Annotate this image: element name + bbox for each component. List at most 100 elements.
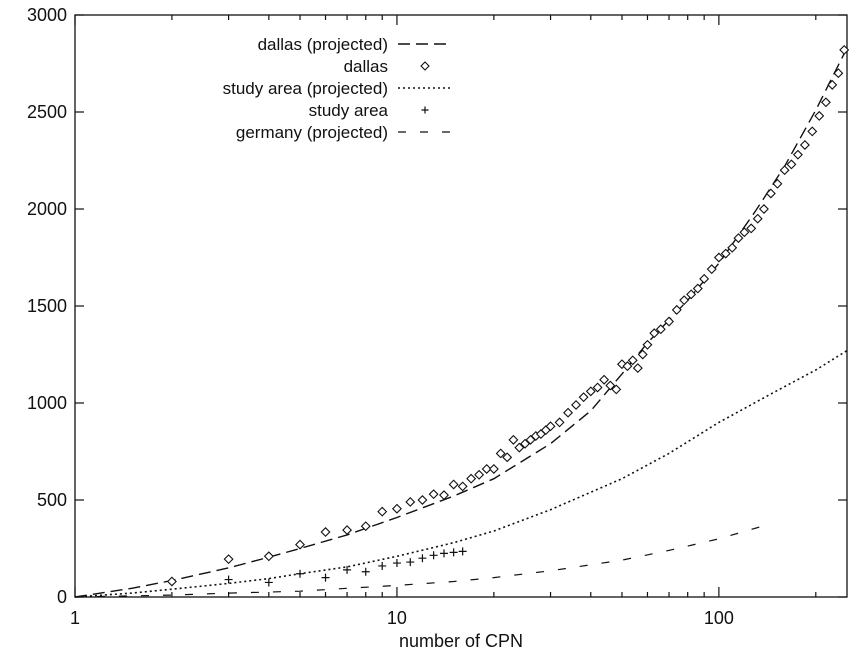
data-point-diamond [727, 242, 738, 253]
data-point-diamond [320, 527, 331, 537]
x-tick-label: 1 [70, 608, 80, 628]
data-point-diamond [488, 463, 499, 474]
data-point-diamond [739, 227, 750, 238]
data-point-diamond [592, 382, 603, 393]
data-point-diamond [649, 328, 660, 339]
data-point-diamond [520, 438, 531, 449]
series-dallas [166, 44, 849, 587]
data-point-plus [296, 569, 305, 578]
data-point-diamond [457, 481, 468, 492]
data-point-diamond [166, 576, 177, 587]
data-point-diamond [833, 68, 844, 79]
data-point-plus [406, 558, 415, 567]
data-point-diamond [605, 380, 616, 391]
data-point-diamond [611, 384, 622, 395]
series-dallas-projected- [74, 47, 848, 598]
data-point-diamond [799, 140, 810, 150]
data-point-diamond [377, 506, 388, 517]
y-tick-label: 500 [37, 490, 67, 510]
data-point-plus [264, 578, 273, 587]
data-point-diamond [699, 273, 710, 284]
series-line [74, 47, 848, 598]
y-tick-label: 1000 [27, 393, 67, 413]
data-point-diamond [765, 188, 776, 199]
series-layer [74, 44, 849, 598]
data-point-diamond [481, 463, 492, 474]
data-point-diamond [752, 213, 763, 224]
series-germany-projected- [74, 524, 767, 598]
data-point-diamond [295, 539, 306, 550]
data-point-diamond [342, 525, 353, 536]
data-point-diamond [679, 295, 690, 306]
data-point-diamond [733, 233, 744, 244]
data-point-diamond [417, 495, 428, 505]
series-line [74, 524, 767, 598]
data-point-diamond [599, 374, 610, 385]
y-tick-label: 1500 [27, 296, 67, 316]
data-point-diamond [814, 110, 825, 121]
data-point-plus [361, 567, 370, 576]
legend-label: study area (projected) [223, 79, 388, 98]
legend-sample-diamond [420, 61, 430, 71]
data-point-diamond [706, 264, 717, 275]
data-point-diamond [746, 223, 757, 234]
series-study-area [224, 547, 467, 587]
data-point-diamond [585, 386, 596, 397]
data-point-diamond [360, 521, 371, 532]
series-line [74, 349, 848, 598]
data-point-diamond [637, 349, 648, 360]
data-point-plus [378, 561, 387, 570]
data-point-diamond [664, 316, 674, 327]
data-point-diamond [807, 126, 818, 137]
data-point-diamond [405, 496, 416, 507]
data-point-plus [458, 547, 467, 556]
y-tick-label: 3000 [27, 5, 67, 25]
data-point-diamond [495, 448, 506, 459]
data-point-diamond [474, 469, 485, 480]
data-point-diamond [632, 363, 643, 374]
data-point-plus [439, 549, 448, 558]
data-point-plus [321, 573, 330, 582]
data-point-diamond [514, 442, 525, 453]
data-point-diamond [502, 452, 513, 463]
data-point-diamond [627, 355, 638, 366]
data-point-diamond [792, 149, 803, 160]
data-point-diamond [772, 178, 783, 189]
data-point-diamond [263, 551, 274, 562]
data-point-plus [392, 559, 401, 568]
data-point-plus [449, 548, 458, 557]
y-tick-label: 2500 [27, 102, 67, 122]
data-point-plus [418, 554, 427, 563]
legend-label: dallas [344, 57, 388, 76]
y-tick-label: 0 [57, 587, 67, 607]
data-point-diamond [554, 417, 565, 428]
x-tick-label: 100 [704, 608, 734, 628]
data-point-plus [429, 551, 438, 560]
data-point-diamond [428, 489, 439, 500]
data-point-diamond [508, 434, 519, 445]
legend: dallas (projected) dallas study area (proj… [223, 35, 452, 142]
data-point-diamond [779, 165, 790, 176]
data-point-diamond [839, 44, 849, 55]
data-point-plus [224, 575, 233, 584]
data-point-diamond [622, 361, 633, 372]
data-point-diamond [563, 407, 574, 418]
x-axis-title: number of CPN [399, 631, 523, 651]
plot-frame [74, 14, 848, 598]
y-axis-ticks: 0 500 1000 1500 2000 2500 3000 [27, 5, 847, 607]
legend-label: study area [309, 101, 389, 120]
data-point-diamond [616, 359, 627, 370]
data-point-diamond [545, 421, 556, 432]
data-point-diamond [720, 248, 731, 259]
data-point-diamond [448, 479, 459, 490]
data-point-diamond [758, 204, 769, 214]
y-tick-label: 2000 [27, 199, 67, 219]
data-point-diamond [692, 283, 703, 294]
data-point-diamond [466, 473, 477, 484]
legend-label: dallas (projected) [258, 35, 388, 54]
data-point-diamond [571, 399, 582, 410]
data-point-diamond [686, 289, 697, 300]
legend-sample-plus [421, 106, 429, 114]
